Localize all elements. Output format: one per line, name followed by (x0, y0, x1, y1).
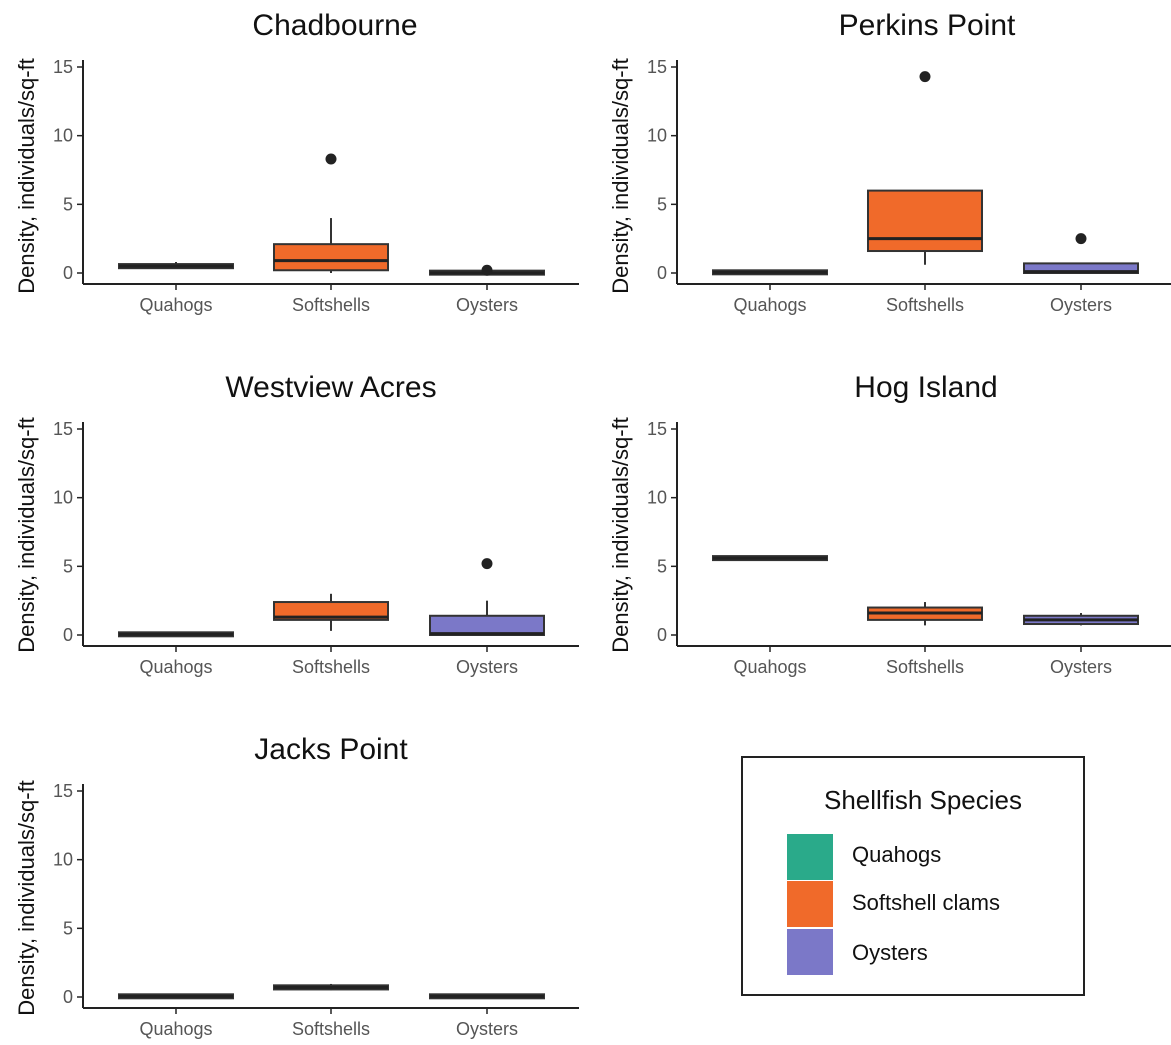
y-axis-label: Density, individuals/sq-ft (14, 780, 39, 1016)
x-tick-label: Oysters (1050, 657, 1112, 677)
y-tick-label: 15 (53, 781, 73, 801)
legend-label-softshell-clams: Softshell clams (852, 890, 1000, 915)
y-tick-label: 0 (657, 625, 667, 645)
box-oysters-outlier (1075, 233, 1087, 245)
x-tick-label: Oysters (456, 657, 518, 677)
box-softshells-outlier (919, 71, 931, 83)
panel-title: Hog Island (854, 371, 997, 404)
panel-title: Westview Acres (225, 371, 436, 404)
legend-label-oysters: Oysters (852, 940, 928, 965)
y-axis-label: Density, individuals/sq-ft (14, 417, 39, 653)
y-tick-label: 10 (53, 126, 73, 146)
panel-chadbourne: Chadbourne Density, individuals/sq-ft 0 5 10… (14, 9, 579, 315)
panel-title: Chadbourne (252, 9, 417, 42)
x-tick-label: Quahogs (139, 295, 212, 315)
y-tick-label: 5 (63, 556, 73, 576)
y-tick-label: 5 (657, 556, 667, 576)
x-tick-label: Softshells (292, 657, 370, 677)
panel-perkins-point: Perkins Point Density, individuals/sq-ft 0… (608, 9, 1171, 315)
y-axis-label: Density, individuals/sq-ft (608, 417, 633, 653)
y-tick-label: 5 (657, 194, 667, 214)
y-tick-label: 10 (53, 488, 73, 508)
y-tick-label: 5 (63, 194, 73, 214)
panels-container: Chadbourne Density, individuals/sq-ft 0 5 10… (14, 9, 1171, 1039)
panel-title: Jacks Point (254, 733, 408, 766)
x-tick-label: Oysters (456, 295, 518, 315)
y-axis-label: Density, individuals/sq-ft (608, 58, 633, 294)
y-tick-label: 0 (63, 625, 73, 645)
panel-westview-acres: Westview Acres Density, individuals/sq-ft… (14, 371, 579, 677)
x-tick-label: Quahogs (139, 1019, 212, 1039)
x-tick-label: Softshells (292, 1019, 370, 1039)
box-softshells-iqr (273, 243, 389, 272)
box-oysters-outlier (481, 558, 493, 570)
x-tick-label: Oysters (456, 1019, 518, 1039)
box-oysters-iqr (429, 614, 545, 636)
x-tick-label: Quahogs (733, 295, 806, 315)
box-oysters-outlier (481, 264, 493, 276)
legend-swatch-quahogs (787, 834, 833, 880)
y-tick-label: 10 (647, 488, 667, 508)
legend-title: Shellfish Species (824, 785, 1022, 815)
y-tick-label: 0 (63, 987, 73, 1007)
x-tick-label: Softshells (886, 295, 964, 315)
y-tick-label: 0 (63, 263, 73, 283)
box-softshells-iqr (867, 189, 983, 253)
x-tick-label: Softshells (292, 295, 370, 315)
y-tick-label: 5 (63, 918, 73, 938)
y-axis-label: Density, individuals/sq-ft (14, 58, 39, 294)
y-tick-label: 15 (647, 57, 667, 77)
panel-jacks-point: Jacks Point Density, individuals/sq-ft 0 5 1… (14, 733, 579, 1039)
box-softshells-outlier (325, 153, 337, 165)
x-tick-label: Oysters (1050, 295, 1112, 315)
y-tick-label: 15 (53, 419, 73, 439)
y-tick-label: 15 (647, 419, 667, 439)
y-tick-label: 10 (647, 126, 667, 146)
panel-hog-island: Hog Island Density, individuals/sq-ft 0 5 10… (608, 371, 1171, 677)
panel-title: Perkins Point (839, 9, 1016, 42)
x-tick-label: Quahogs (733, 657, 806, 677)
y-tick-label: 10 (53, 850, 73, 870)
x-tick-label: Quahogs (139, 657, 212, 677)
legend: Shellfish Species Quahogs Softshell clam… (741, 756, 1085, 996)
legend-label-quahogs: Quahogs (852, 842, 941, 867)
y-tick-label: 15 (53, 57, 73, 77)
legend-swatch-softshell-clams (787, 881, 833, 927)
x-tick-label: Softshells (886, 657, 964, 677)
box-softshells-iqr (273, 601, 389, 621)
y-tick-label: 0 (657, 263, 667, 283)
legend-swatch-oysters (787, 929, 833, 975)
